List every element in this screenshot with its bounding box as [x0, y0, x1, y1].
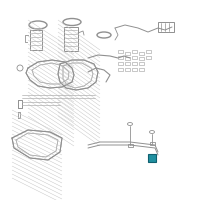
Bar	[128, 144, 133, 147]
Bar	[125, 68, 130, 71]
Bar	[148, 154, 156, 162]
Bar	[146, 56, 151, 58]
Bar	[146, 50, 151, 52]
Bar	[125, 62, 130, 64]
Bar	[158, 22, 174, 32]
Bar	[139, 57, 144, 60]
Bar	[125, 52, 130, 54]
Bar	[64, 27, 78, 51]
Bar	[139, 68, 144, 71]
Bar	[118, 68, 123, 71]
Bar	[150, 142, 154, 144]
Bar	[132, 68, 137, 71]
Bar	[132, 56, 137, 58]
Bar	[30, 30, 42, 50]
Bar	[139, 52, 144, 54]
Bar	[132, 62, 137, 64]
Bar	[118, 62, 123, 64]
Bar	[132, 50, 137, 52]
Bar	[125, 57, 130, 60]
Bar	[118, 56, 123, 58]
Bar	[118, 50, 123, 52]
Bar	[139, 62, 144, 64]
